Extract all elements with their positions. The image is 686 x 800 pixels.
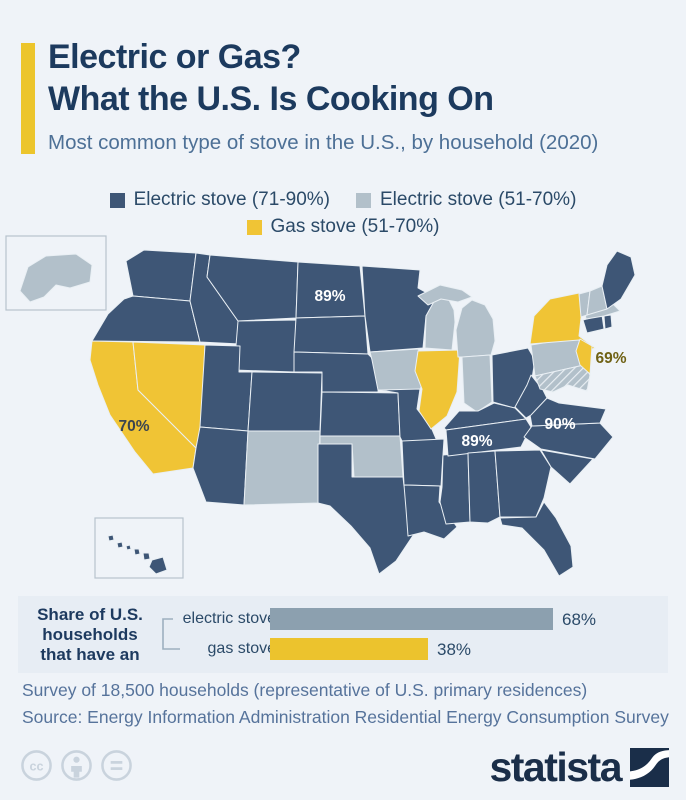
- state-hi: [148, 556, 168, 575]
- svg-text:cc: cc: [29, 759, 43, 773]
- states-group: [19, 249, 636, 577]
- legend-item-electric_71_90: Electric stove (71-90%): [109, 189, 330, 211]
- legend-item-gas_51_70: Gas stove (51-70%): [246, 216, 440, 238]
- state-hi2: [107, 534, 115, 542]
- state-or: [91, 295, 201, 343]
- bar-chart-heading: Share of U.S. households that have an: [37, 605, 143, 664]
- map-value-label-nd: 89%: [314, 288, 345, 305]
- legend-swatch-electric_71_90: [109, 192, 125, 208]
- bar-label-electric-stove: electric stove: [182, 610, 276, 627]
- state-hi3: [116, 541, 124, 549]
- state-mi: [455, 299, 496, 358]
- state-wy: [233, 319, 297, 373]
- statista-wordmark: statista: [489, 744, 622, 790]
- bar-value-gas-stove: 38%: [437, 640, 472, 659]
- state-hi4: [125, 544, 132, 551]
- state-ne: [293, 351, 381, 393]
- state-la: [403, 484, 458, 540]
- state-az: [192, 426, 249, 506]
- state-co: [247, 371, 323, 432]
- legend-label: Gas stove (51-70%): [270, 216, 440, 237]
- state-il: [414, 349, 461, 430]
- state-hi5: [133, 548, 141, 556]
- legend-swatch-electric_51_70: [356, 192, 371, 208]
- survey-note: Survey of 18,500 households (representat…: [22, 680, 588, 700]
- map-value-label-ca: 70%: [118, 418, 149, 435]
- bar-value-electric-stove: 68%: [562, 610, 597, 629]
- state-in: [461, 354, 493, 413]
- legend-label: Electric stove (71-90%): [133, 189, 330, 210]
- state-ga: [494, 449, 552, 518]
- cc-equals-icon: [101, 750, 132, 781]
- state-ri: [603, 314, 613, 330]
- map-value-label-nc: 90%: [544, 416, 575, 433]
- state-ms: [439, 452, 471, 525]
- bar-gas-stove: [270, 638, 428, 660]
- state-mi_up: [417, 284, 473, 306]
- statista-logo-icon: [630, 748, 669, 787]
- state-ks: [319, 391, 401, 438]
- state-ar: [401, 438, 445, 487]
- legend-swatch-gas_51_70: [246, 219, 262, 235]
- bar-label-gas-stove: gas stove: [207, 640, 276, 657]
- state-sc: [540, 449, 594, 485]
- state-hi6: [142, 552, 151, 561]
- alaska-inset-box: [5, 235, 107, 311]
- state-wa: [125, 249, 197, 302]
- bar-electric-stove: [270, 608, 553, 630]
- map-value-label-tn: 89%: [461, 433, 492, 450]
- source-note: Source: Energy Information Administratio…: [22, 707, 669, 727]
- state-nm: [243, 430, 321, 506]
- state-nj: [575, 338, 593, 375]
- state-mt: [206, 254, 299, 322]
- bar-chart-panel: Share of U.S. households that have an el…: [18, 596, 668, 673]
- state-sd: [293, 315, 369, 355]
- page-title: Electric or Gas? What the U.S. Is Cookin…: [48, 38, 494, 118]
- map-value-labels: 89% 70% 69% 89% 90%: [118, 288, 626, 450]
- map-legend: Electric stove (71-90%) Electric stove (5…: [0, 189, 686, 238]
- state-fl: [499, 501, 574, 577]
- state-me: [601, 250, 636, 310]
- cc-license-icons: cc: [20, 749, 133, 782]
- legend-item-electric_51_70: Electric stove (51-70%): [356, 189, 576, 211]
- bracket-connector: [162, 618, 180, 650]
- cc-attribution-person-icon: [61, 750, 92, 781]
- state-al: [467, 450, 501, 524]
- map-value-label-nj: 69%: [595, 350, 626, 367]
- cc-icon: cc: [21, 750, 52, 781]
- hawaii-inset-box: [94, 517, 184, 579]
- statista-branding: statista: [489, 744, 669, 791]
- page-subtitle: Most common type of stove in the U.S., b…: [48, 131, 599, 154]
- state-ak: [19, 253, 93, 303]
- legend-label: Electric stove (51-70%): [380, 189, 577, 210]
- title-accent-bar: [21, 43, 35, 154]
